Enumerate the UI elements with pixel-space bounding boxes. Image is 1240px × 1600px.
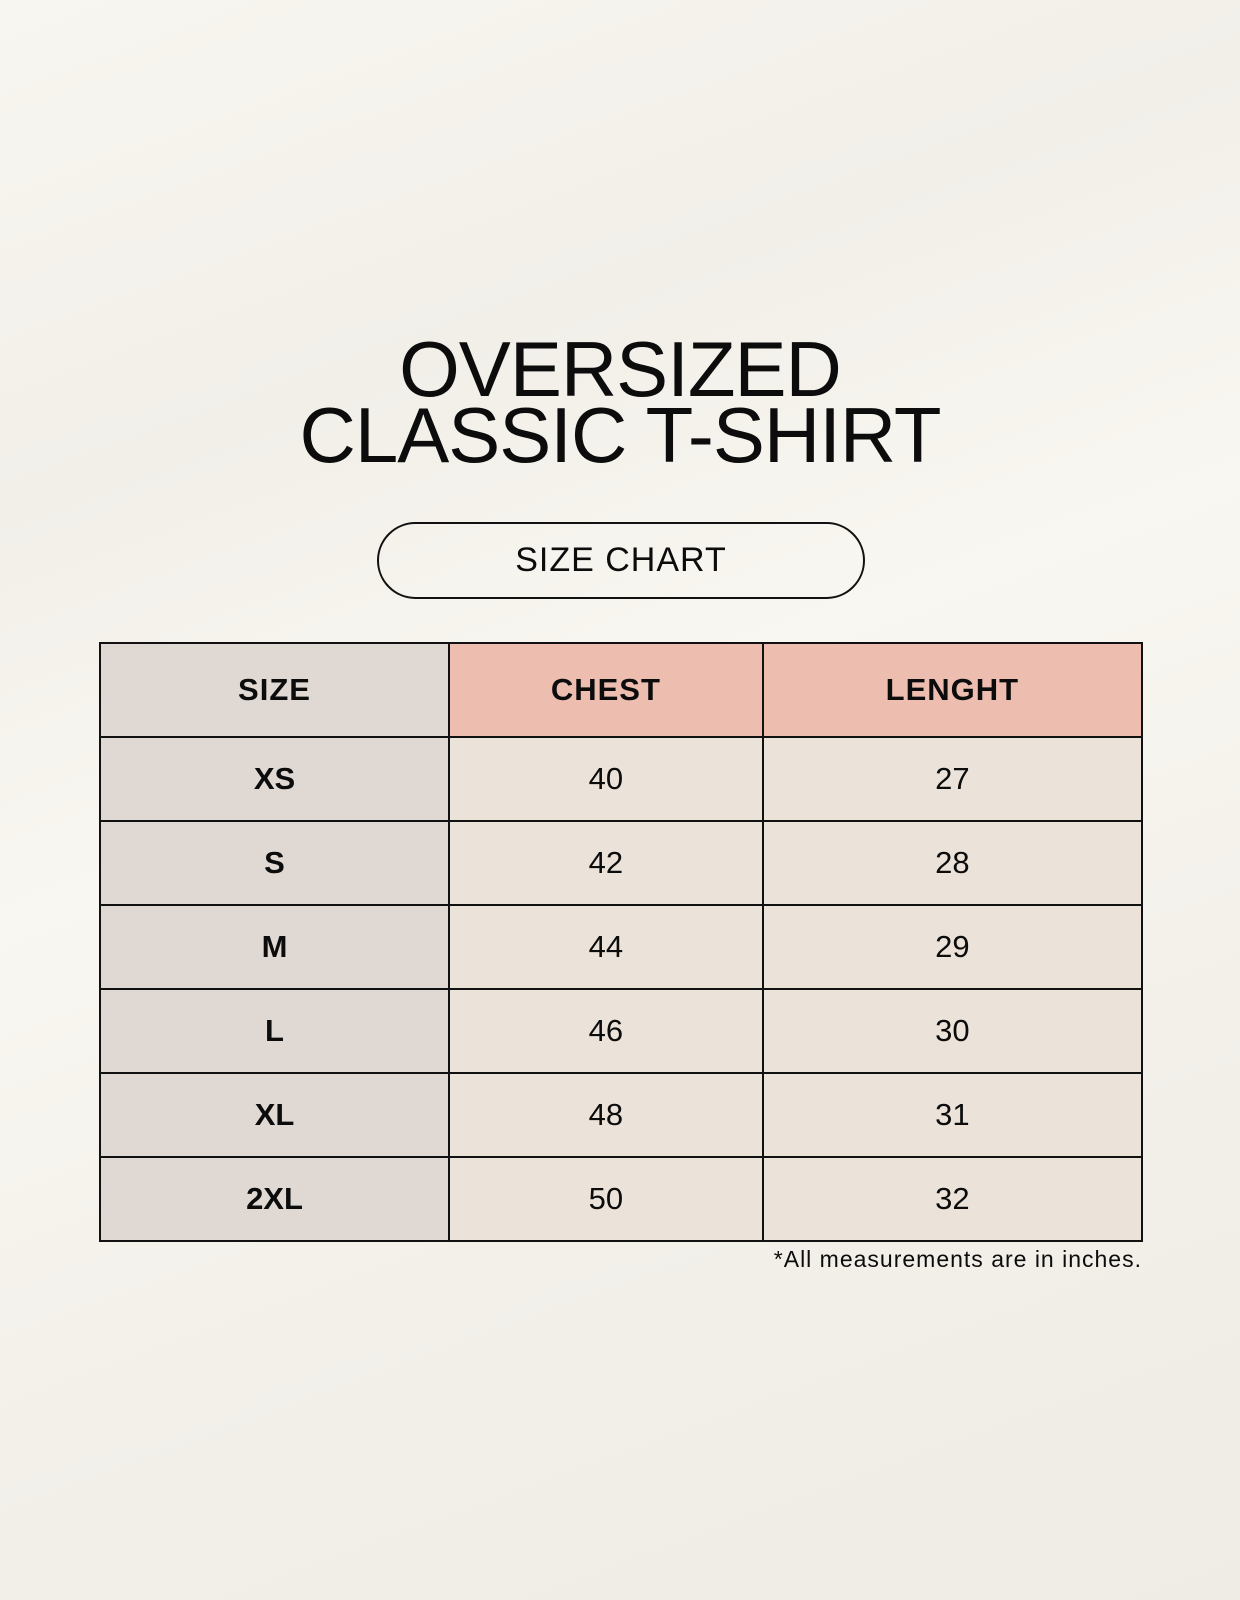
cell-length: 30 — [761, 988, 1144, 1074]
cell-size: XS — [99, 736, 450, 822]
table-row: 2XL 50 32 — [99, 1156, 1144, 1242]
cell-chest: 40 — [448, 736, 764, 822]
cell-chest: 50 — [448, 1156, 764, 1242]
cell-size: 2XL — [99, 1156, 450, 1242]
cell-length: 32 — [761, 1156, 1144, 1242]
cell-length: 28 — [761, 820, 1144, 906]
cell-size: M — [99, 904, 450, 990]
cell-length: 27 — [761, 736, 1144, 822]
header-row: SIZE CHEST LENGHT — [99, 642, 1144, 738]
table-row: S 42 28 — [99, 820, 1144, 906]
cell-chest: 42 — [448, 820, 764, 906]
table-row: L 46 30 — [99, 988, 1144, 1074]
header-chest: CHEST — [448, 642, 764, 738]
table-row: XS 40 27 — [99, 736, 1144, 822]
header-size: SIZE — [99, 642, 450, 738]
table-row: XL 48 31 — [99, 1072, 1144, 1158]
page-title: OVERSIZED CLASSIC T-SHIRT — [0, 325, 1240, 479]
size-table: SIZE CHEST LENGHT XS 40 27 S 42 28 M 44 29 L 46 30 X… — [99, 642, 1144, 1242]
cell-chest: 46 — [448, 988, 764, 1074]
title-line-1: OVERSIZED — [399, 325, 842, 413]
footnote: *All measurements are in inches. — [773, 1246, 1142, 1272]
title-line-2: CLASSIC T-SHIRT — [299, 391, 942, 479]
cell-chest: 48 — [448, 1072, 764, 1158]
table-row: M 44 29 — [99, 904, 1144, 990]
size-chart-badge: SIZE CHART — [377, 522, 865, 599]
cell-size: XL — [99, 1072, 450, 1158]
cell-chest: 44 — [448, 904, 764, 990]
cell-length: 29 — [761, 904, 1144, 990]
cell-size: S — [99, 820, 450, 906]
header-length: LENGHT — [761, 642, 1144, 738]
cell-size: L — [99, 988, 450, 1074]
cell-length: 31 — [761, 1072, 1144, 1158]
